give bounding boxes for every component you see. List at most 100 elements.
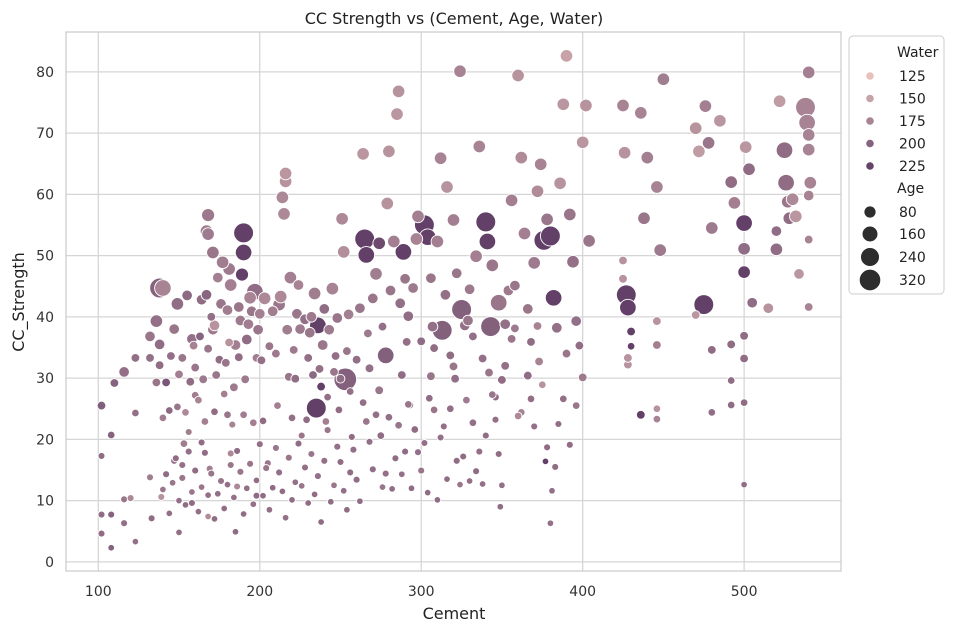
data-point	[281, 323, 293, 336]
data-point	[377, 321, 388, 332]
data-point	[342, 308, 355, 321]
data-point	[334, 405, 344, 415]
data-point	[221, 304, 234, 316]
data-point	[510, 323, 520, 334]
data-point	[264, 341, 275, 352]
data-point	[204, 491, 212, 499]
data-point	[273, 401, 282, 410]
data-point	[287, 413, 297, 423]
data-point	[178, 473, 187, 482]
legend-age-label: 320	[899, 273, 926, 289]
data-point	[526, 337, 536, 347]
data-point	[147, 514, 156, 523]
data-point	[206, 311, 217, 322]
legend-water-label: 125	[899, 69, 926, 85]
data-point	[530, 184, 545, 199]
legend-age-entries: 80 160 240 320	[858, 205, 926, 292]
data-point	[416, 336, 427, 347]
data-point	[226, 461, 235, 469]
data-point	[801, 65, 816, 80]
x-tick-label: 500	[731, 584, 758, 600]
data-point	[259, 491, 267, 500]
legend-water-title: Water	[897, 45, 939, 61]
data-point	[484, 367, 494, 378]
data-point	[468, 418, 478, 428]
data-point	[233, 482, 242, 491]
data-point	[426, 320, 439, 333]
data-point	[294, 323, 306, 335]
x-tick-label: 200	[246, 584, 273, 600]
data-point	[500, 360, 511, 371]
data-point	[161, 377, 171, 388]
data-point	[429, 405, 439, 415]
data-point	[561, 348, 572, 359]
data-point	[271, 443, 280, 452]
data-point	[459, 452, 468, 461]
data-point	[149, 314, 164, 328]
data-point	[469, 249, 483, 263]
data-point	[462, 314, 474, 327]
data-point	[369, 267, 383, 281]
data-point	[559, 394, 568, 404]
data-point	[380, 196, 395, 211]
data-point	[485, 258, 500, 273]
data-point	[488, 390, 497, 399]
data-point	[211, 370, 222, 380]
data-point	[724, 175, 738, 189]
data-point	[308, 370, 318, 380]
data-point	[425, 394, 434, 403]
data-point	[200, 289, 213, 301]
data-point	[450, 373, 460, 384]
legend-water-label: 150	[899, 92, 926, 108]
data-point	[739, 398, 749, 407]
data-points	[96, 49, 818, 552]
data-point	[746, 296, 758, 309]
data-point	[345, 387, 355, 396]
data-point	[210, 407, 219, 417]
data-point	[154, 360, 165, 371]
data-point	[179, 439, 189, 448]
data-point	[275, 190, 290, 205]
data-point	[517, 226, 532, 241]
data-point	[616, 98, 630, 113]
legend-water-marker	[865, 161, 875, 171]
data-point	[262, 464, 271, 473]
x-tick-label: 100	[85, 584, 112, 600]
data-point	[726, 339, 737, 350]
data-point	[206, 245, 220, 260]
data-point	[475, 447, 484, 456]
data-point	[772, 94, 787, 108]
data-point	[266, 305, 279, 318]
data-point	[200, 448, 209, 457]
plot-area-frame	[65, 31, 842, 572]
data-point	[619, 298, 637, 317]
data-point	[252, 476, 261, 485]
data-point	[228, 420, 237, 429]
data-point	[291, 478, 300, 486]
chart-title: CC Strength vs (Cement, Age, Water)	[305, 9, 604, 28]
data-point	[706, 345, 717, 355]
data-point	[254, 308, 266, 320]
data-point	[310, 490, 319, 499]
data-point	[429, 343, 439, 353]
data-point	[559, 49, 574, 63]
data-point	[230, 493, 238, 502]
legend-age-label: 160	[899, 227, 926, 243]
data-point	[465, 477, 474, 485]
data-point	[472, 139, 487, 154]
data-point	[243, 484, 251, 493]
data-point	[726, 376, 736, 385]
data-point	[273, 289, 288, 304]
data-point	[769, 242, 784, 257]
data-point	[197, 483, 206, 491]
data-point	[376, 346, 395, 365]
data-point	[165, 406, 174, 415]
data-point	[626, 326, 636, 337]
data-point	[793, 268, 805, 280]
data-point	[425, 272, 437, 284]
data-point	[243, 291, 257, 305]
data-point	[376, 431, 386, 440]
legend-water-marker	[865, 93, 875, 104]
data-point	[201, 227, 215, 241]
data-point	[184, 447, 193, 456]
